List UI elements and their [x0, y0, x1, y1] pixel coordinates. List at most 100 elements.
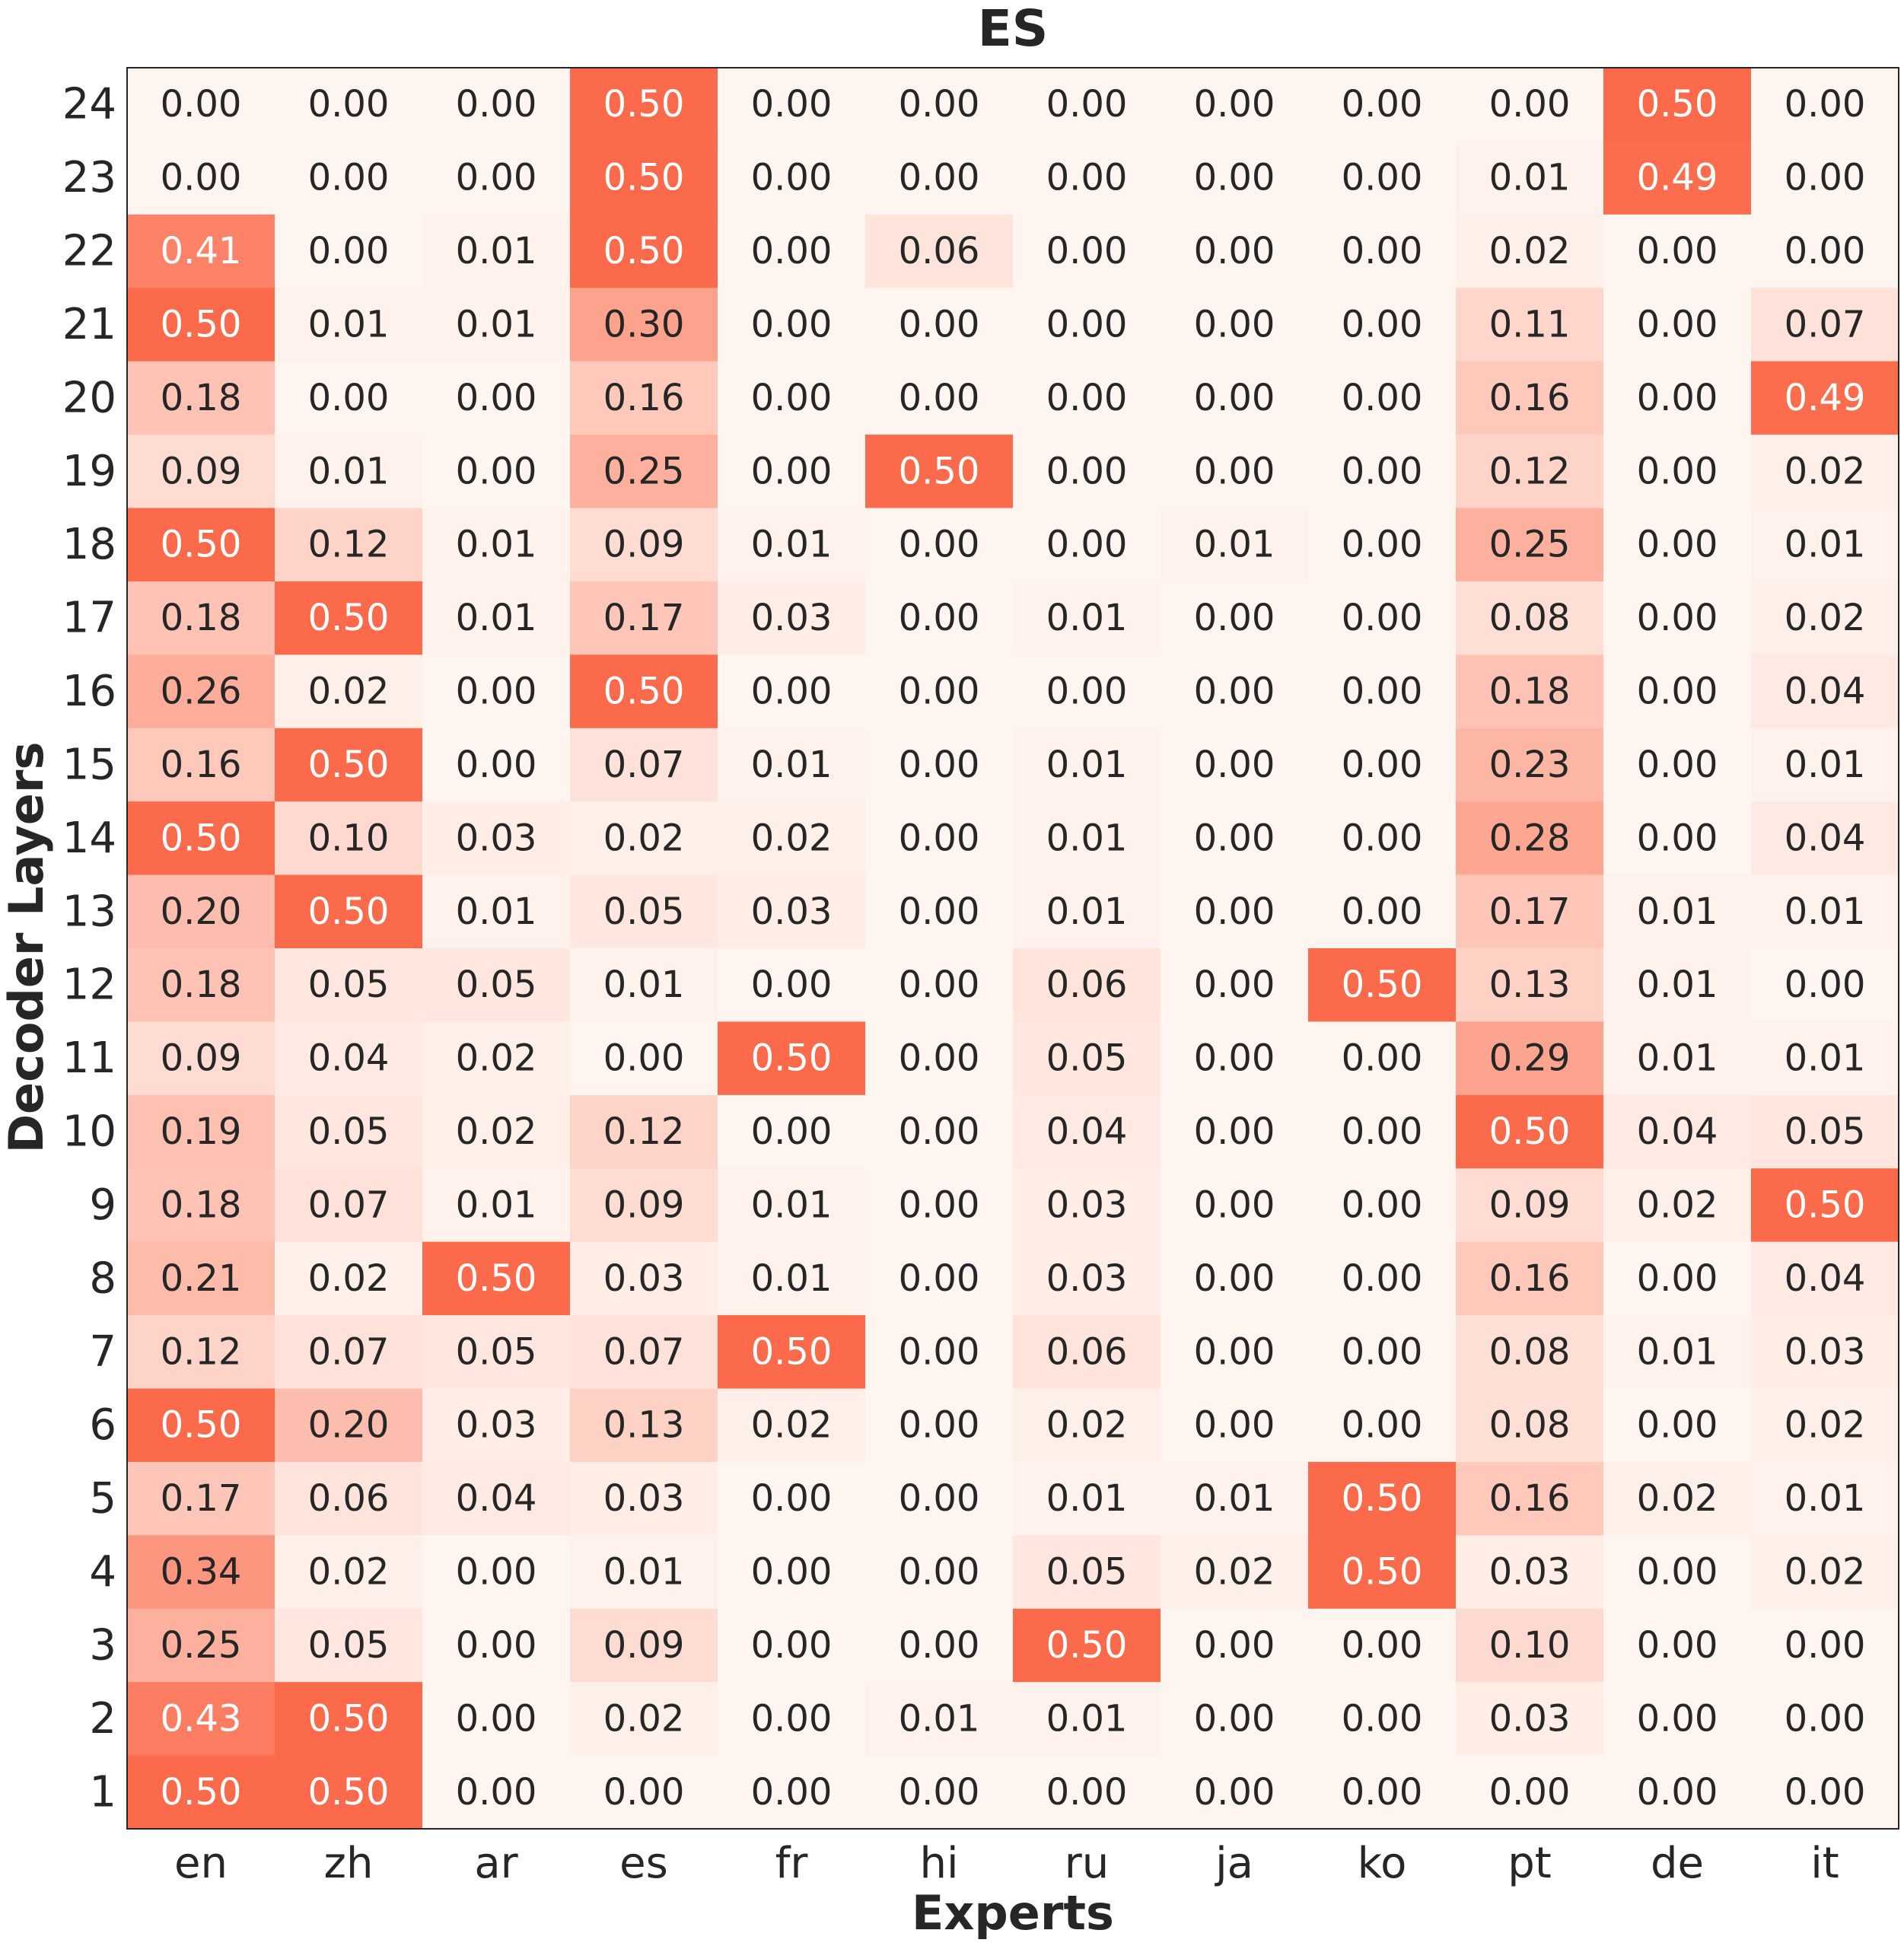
heatmap-cell-10-ko: [1308, 1094, 1457, 1169]
cell-value-label: 0.17: [603, 597, 685, 639]
heatmap-cell-1-ko: [1308, 1755, 1457, 1830]
heatmap-cell-1-hi: [865, 1755, 1014, 1830]
cell-value-label: 0.50: [161, 1771, 242, 1814]
heatmap-cell-3-ko: [1308, 1608, 1457, 1683]
cell-value-label: 0.00: [456, 1771, 537, 1814]
cell-value-label: 0.00: [1194, 1110, 1275, 1153]
heatmap-cell-13-en: [127, 874, 275, 949]
heatmap-cell-11-en: [127, 1021, 275, 1096]
chart-title: ES: [978, 0, 1049, 58]
cell-value-label: 0.00: [456, 744, 537, 786]
heatmap-cell-9-en: [127, 1168, 275, 1243]
heatmap-cell-1-en: [127, 1755, 275, 1830]
heatmap-cell-11-fr: [718, 1021, 866, 1096]
heatmap-cell-21-zh: [275, 288, 423, 362]
heatmap-cell-9-ar: [422, 1168, 571, 1243]
heatmap-cell-14-en: [127, 801, 275, 876]
heatmap-cell-14-ru: [1013, 801, 1161, 876]
heatmap-cell-13-it: [1751, 874, 1899, 949]
heatmap-cell-10-hi: [865, 1094, 1014, 1169]
cell-value-label: 0.02: [456, 1037, 537, 1080]
cell-value-label: 0.00: [1342, 157, 1423, 199]
heatmap-cell-19-pt: [1456, 435, 1604, 508]
heatmap-cell-20-ru: [1013, 361, 1161, 435]
heatmap-cell-16-ko: [1308, 655, 1457, 729]
heatmap-cell-22-ru: [1013, 214, 1161, 288]
cell-value-label: 0.00: [1194, 963, 1275, 1006]
cell-value-label: 0.00: [1785, 963, 1866, 1006]
heatmap-cell-4-ru: [1013, 1535, 1161, 1610]
cell-value-label: 0.10: [308, 817, 390, 859]
heatmap-cell-4-ar: [422, 1535, 571, 1610]
cell-value-label: 0.00: [1342, 1037, 1423, 1080]
heatmap-cell-9-es: [570, 1168, 718, 1243]
cell-value-label: 0.50: [161, 303, 242, 346]
cell-value-label: 0.01: [1489, 157, 1571, 199]
cell-value-label: 0.00: [1637, 1771, 1718, 1814]
cell-value-label: 0.00: [751, 1551, 833, 1594]
cell-value-label: 0.00: [1785, 1771, 1866, 1814]
heatmap-cell-5-it: [1751, 1461, 1899, 1536]
heatmap-cell-9-fr: [718, 1168, 866, 1243]
cell-value-label: 0.04: [1046, 1110, 1128, 1153]
cell-value-label: 0.01: [1785, 1477, 1866, 1520]
cell-value-label: 0.06: [1046, 1330, 1128, 1373]
heatmap-cell-12-de: [1603, 948, 1752, 1022]
cell-value-label: 0.03: [1785, 1330, 1866, 1373]
heatmap-cell-15-ar: [422, 728, 571, 802]
x-tick-label-ko: ko: [1358, 1839, 1407, 1888]
heatmap-cell-14-es: [570, 801, 718, 876]
y-tick-label-11: 11: [62, 1034, 116, 1083]
heatmap-cell-14-pt: [1456, 801, 1604, 876]
y-tick-label-13: 13: [62, 887, 116, 936]
cell-value-label: 0.02: [308, 670, 390, 713]
heatmap-cell-17-pt: [1456, 581, 1604, 655]
cell-value-label: 0.01: [1637, 1037, 1718, 1080]
heatmap-cell-18-fr: [718, 508, 866, 582]
cell-value-label: 0.01: [603, 963, 685, 1006]
heatmap-cell-2-pt: [1456, 1682, 1604, 1756]
cell-value-label: 0.00: [899, 83, 980, 126]
cell-value-label: 0.00: [899, 1771, 980, 1814]
cell-value-label: 0.02: [1637, 1183, 1718, 1226]
cell-value-label: 0.01: [1046, 817, 1128, 859]
cell-value-label: 0.00: [603, 1037, 685, 1080]
cell-value-label: 0.02: [308, 1257, 390, 1300]
y-tick-label-19: 19: [62, 447, 116, 496]
cell-value-label: 0.00: [1637, 597, 1718, 639]
cell-value-label: 0.02: [1785, 1404, 1866, 1447]
cell-value-label: 0.00: [1194, 1257, 1275, 1300]
cell-value-label: 0.00: [1342, 1624, 1423, 1667]
heatmap-cell-8-ja: [1161, 1241, 1309, 1316]
heatmap-cell-13-fr: [718, 874, 866, 949]
cell-value-label: 0.50: [456, 1257, 537, 1300]
heatmap-cell-13-ru: [1013, 874, 1161, 949]
heatmap-cell-15-ja: [1161, 728, 1309, 802]
cell-value-label: 0.00: [1194, 450, 1275, 492]
cell-value-label: 0.00: [308, 157, 390, 199]
heatmap-cell-3-hi: [865, 1608, 1014, 1683]
heatmap-cell-11-ar: [422, 1021, 571, 1096]
heatmap-cell-16-ar: [422, 655, 571, 729]
cell-value-label: 0.00: [899, 1037, 980, 1080]
cell-value-label: 0.00: [1046, 303, 1128, 346]
x-tick-label-ar: ar: [474, 1839, 518, 1888]
heatmap-cell-17-ru: [1013, 581, 1161, 655]
cell-value-label: 0.01: [751, 1257, 833, 1300]
cell-value-label: 0.00: [456, 450, 537, 492]
heatmap-cell-21-pt: [1456, 288, 1604, 362]
cell-value-label: 0.01: [1785, 1037, 1866, 1080]
heatmap-cell-24-es: [570, 68, 718, 142]
cell-value-label: 0.05: [1046, 1037, 1128, 1080]
heatmap-cell-2-fr: [718, 1682, 866, 1756]
heatmap-cell-13-es: [570, 874, 718, 949]
cell-value-label: 0.00: [751, 963, 833, 1006]
heatmap-cell-21-ar: [422, 288, 571, 362]
cell-value-label: 0.02: [1194, 1551, 1275, 1594]
cell-value-label: 0.04: [456, 1477, 537, 1520]
heatmap-cell-16-pt: [1456, 655, 1604, 729]
heatmap-cell-11-es: [570, 1021, 718, 1096]
y-axis-label: Decoder Layers: [0, 742, 54, 1154]
heatmap-cell-19-ko: [1308, 435, 1457, 508]
